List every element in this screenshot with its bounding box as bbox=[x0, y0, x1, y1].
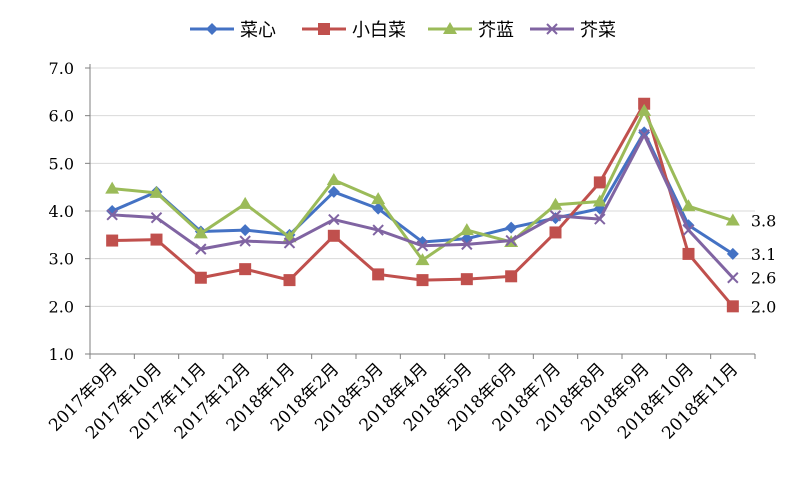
data-point bbox=[150, 233, 163, 246]
data-point bbox=[283, 237, 296, 249]
y-tick-label: 2.0 bbox=[49, 297, 74, 316]
legend-label: 菜心 bbox=[240, 20, 276, 41]
marker-stroke bbox=[727, 272, 739, 284]
data-point bbox=[726, 247, 739, 260]
y-tick-label: 7.0 bbox=[49, 59, 74, 78]
x-tick-labels: 2017年9月2017年10月2017年11月2017年12月2018年1月20… bbox=[45, 359, 742, 443]
data-point bbox=[239, 224, 252, 237]
data-point bbox=[682, 224, 695, 236]
data-point bbox=[549, 210, 562, 222]
marker-stroke bbox=[150, 211, 163, 224]
data-point bbox=[505, 234, 517, 247]
end-value-label: 3.8 bbox=[751, 212, 776, 231]
marker-stroke bbox=[461, 238, 473, 251]
data-point bbox=[638, 97, 651, 110]
marker-stroke bbox=[682, 224, 695, 236]
marker-stroke bbox=[505, 234, 517, 247]
end-value-label: 2.0 bbox=[751, 297, 776, 316]
data-point bbox=[328, 213, 340, 226]
legend-marker bbox=[443, 22, 457, 34]
data-point bbox=[106, 209, 118, 221]
data-point bbox=[372, 224, 384, 236]
marker-stroke bbox=[106, 209, 118, 221]
data-point bbox=[725, 213, 740, 226]
legend-item: 芥菜 bbox=[530, 20, 616, 41]
legend: 菜心 小白菜 芥蓝 芥菜 bbox=[190, 20, 616, 41]
marker-stroke bbox=[283, 237, 296, 249]
y-tick-label: 4.0 bbox=[49, 202, 74, 221]
axes bbox=[85, 64, 756, 359]
data-point bbox=[238, 196, 253, 209]
end-value-label: 3.1 bbox=[751, 245, 776, 264]
legend-label: 小白菜 bbox=[352, 20, 406, 41]
legend-item: 芥蓝 bbox=[428, 20, 514, 41]
data-point bbox=[459, 223, 474, 236]
y-tick-label: 1.0 bbox=[49, 345, 74, 364]
data-point bbox=[106, 234, 119, 247]
legend-marker bbox=[318, 23, 330, 35]
marker-stroke bbox=[372, 224, 384, 236]
data-point bbox=[638, 126, 651, 139]
end-value-label: 2.6 bbox=[751, 269, 776, 288]
data-point bbox=[149, 185, 164, 198]
data-point bbox=[239, 235, 251, 247]
legend-item: 菜心 bbox=[190, 20, 276, 41]
series-1 bbox=[106, 126, 739, 260]
data-point bbox=[681, 199, 696, 212]
series-2 bbox=[106, 97, 739, 313]
data-point bbox=[416, 240, 429, 252]
data-point bbox=[194, 271, 207, 284]
y-tick-label: 5.0 bbox=[49, 154, 74, 173]
data-point bbox=[592, 194, 607, 207]
series-group bbox=[105, 97, 740, 313]
data-point bbox=[505, 221, 518, 234]
marker-stroke bbox=[638, 129, 650, 141]
grid-lines bbox=[90, 67, 755, 307]
legend-item: 小白菜 bbox=[302, 20, 406, 41]
data-point bbox=[327, 185, 340, 198]
data-point bbox=[372, 268, 385, 281]
data-point bbox=[682, 247, 695, 260]
data-point bbox=[505, 270, 518, 283]
data-point bbox=[327, 229, 340, 242]
data-point bbox=[415, 253, 430, 266]
data-point bbox=[105, 181, 120, 194]
marker-stroke bbox=[328, 213, 340, 226]
marker-stroke bbox=[594, 213, 606, 225]
data-point bbox=[150, 211, 163, 224]
data-point bbox=[239, 263, 252, 276]
legend-marker bbox=[206, 23, 218, 35]
data-point bbox=[726, 300, 739, 313]
data-point bbox=[326, 173, 341, 186]
data-point bbox=[637, 103, 652, 116]
legend-marker bbox=[546, 23, 558, 35]
data-point bbox=[371, 192, 386, 205]
data-point bbox=[461, 238, 473, 251]
data-point bbox=[594, 213, 606, 225]
y-tick-label: 6.0 bbox=[49, 107, 74, 126]
data-point bbox=[283, 274, 296, 287]
data-point bbox=[548, 197, 563, 210]
data-point bbox=[416, 274, 429, 287]
data-point bbox=[195, 243, 207, 255]
data-point bbox=[638, 129, 650, 141]
data-point bbox=[727, 272, 739, 284]
marker-stroke bbox=[416, 240, 429, 252]
legend-label: 芥蓝 bbox=[478, 20, 514, 41]
series-4 bbox=[106, 129, 739, 284]
data-point bbox=[593, 176, 606, 189]
y-tick-labels: 1.0 2.0 3.0 4.0 5.0 6.0 7.0 bbox=[49, 59, 74, 364]
marker-stroke bbox=[546, 23, 558, 35]
end-labels: 3.1 2.0 3.8 2.6 bbox=[751, 212, 776, 317]
data-point bbox=[460, 273, 473, 286]
y-tick-label: 3.0 bbox=[49, 250, 74, 269]
data-point bbox=[549, 226, 562, 239]
legend-label: 芥菜 bbox=[580, 20, 616, 41]
marker-stroke bbox=[195, 243, 207, 255]
marker-stroke bbox=[549, 210, 562, 222]
marker-stroke bbox=[239, 235, 251, 247]
data-point bbox=[193, 226, 208, 239]
